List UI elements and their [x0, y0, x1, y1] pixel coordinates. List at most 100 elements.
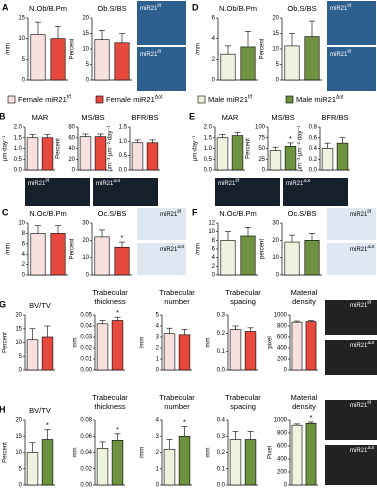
chart-title: MAR: [222, 113, 239, 122]
legend-swatch: [7, 95, 16, 104]
y-tick-label: 2: [212, 57, 216, 63]
image: [283, 178, 348, 206]
y-tick-label: 15: [15, 434, 22, 440]
image-label: miR21f/f: [140, 49, 162, 57]
y-tick-label: 2: [212, 264, 216, 270]
y-tick-label: 10: [15, 340, 22, 346]
chart-title: N.Oc/B.Pm: [219, 209, 257, 218]
y-tick-label: 1.0: [14, 146, 23, 152]
chart-title: N.Ob/B.Pm: [219, 4, 257, 13]
image-label: miR21Δot: [286, 178, 311, 186]
panel-letter: G: [0, 299, 6, 309]
y-axis-label: Percent: [3, 442, 9, 463]
image-label: miR21f/f: [218, 178, 240, 186]
bar: [284, 241, 300, 276]
chart-title: Trabecular spacing: [225, 393, 261, 411]
y-tick-label: 1: [156, 466, 160, 472]
legend-label: Male miR21f/f: [208, 95, 253, 104]
y-tick-label: 1000: [274, 313, 288, 319]
y-axis-label: /mm: [6, 243, 12, 255]
y-tick-label: 600: [277, 335, 288, 341]
y-tick-label: 2: [22, 262, 26, 268]
bar: [94, 136, 107, 171]
image-label-sup: Δot: [367, 340, 375, 345]
significance: *: [121, 233, 124, 242]
bar: [284, 146, 297, 171]
y-axis-label: /mm: [140, 337, 146, 349]
image-label-sup: Δot: [177, 244, 185, 249]
bar: [244, 439, 257, 486]
y-axis-label: mm: [73, 448, 79, 458]
y-tick-label: 0: [262, 168, 266, 174]
y-axis-label: mm: [73, 338, 79, 348]
y-tick-label: 0.4: [309, 146, 318, 152]
image: [215, 178, 280, 206]
legend-swatch: [285, 95, 294, 104]
y-tick-label: 0: [19, 483, 23, 489]
chart-title: Ob.S/BS: [287, 4, 316, 13]
y-tick-label: 0: [284, 483, 288, 489]
legend-label: Female miR21Δot: [106, 95, 163, 104]
image-label: miR21Δot: [96, 178, 121, 186]
y-tick-label: 0.6: [309, 135, 318, 141]
y-tick-label: 0: [156, 483, 160, 489]
title-line: number: [164, 297, 190, 306]
y-tick-label: 0.06: [80, 434, 92, 440]
y-tick-label: 2.0: [204, 125, 213, 131]
y-tick-label: 40: [68, 146, 75, 152]
bar: [26, 452, 39, 486]
y-tick-label: 1.5: [119, 125, 128, 131]
bar: [26, 137, 39, 171]
y-tick-label: 800: [277, 431, 288, 437]
y-tick-label: 20: [68, 157, 75, 163]
image: [325, 300, 377, 335]
legend-swatch: [197, 95, 206, 104]
legend-label: Female miR21f/f: [18, 95, 72, 104]
image-label-text: miR21: [350, 343, 368, 349]
image-label-sup: f/f: [347, 49, 352, 54]
y-tick-label: 0: [284, 368, 288, 374]
image-label-text: miR21: [28, 181, 46, 187]
y-tick-label: 15: [272, 31, 279, 37]
legend-text: Female miR21: [18, 95, 67, 104]
bar: [240, 46, 256, 81]
legend-sup: f/f: [67, 95, 72, 101]
y-tick-label: 20: [272, 238, 279, 244]
image-label-sup: f/f: [367, 400, 372, 405]
y-tick-label: 5: [19, 466, 23, 472]
legend-text: Male miR21: [208, 95, 248, 104]
title-line: thickness: [94, 297, 126, 306]
chart-title: BV/TV: [29, 406, 51, 415]
y-tick-label: 3: [156, 434, 160, 440]
y-tick-label: 0.0: [217, 368, 226, 374]
y-tick-label: 60: [68, 135, 75, 141]
y-tick-label: 0.8: [309, 125, 318, 131]
title-line: Trabecular: [159, 393, 195, 402]
chart-title: N.Ob/B.Pm: [29, 4, 67, 13]
y-tick-label: 0: [156, 368, 160, 374]
bar: [269, 150, 282, 171]
title-line: density: [292, 402, 316, 411]
panel-letter: E: [189, 111, 195, 121]
image-label-text: miR21: [218, 181, 236, 187]
significance: *: [183, 417, 186, 426]
bar: [114, 42, 130, 81]
y-tick-label: 5: [86, 62, 90, 68]
title-line: Trabecular: [225, 393, 261, 402]
image-label-sup: f/f: [235, 178, 240, 183]
y-tick-label: 10: [208, 229, 215, 235]
bar: [244, 331, 257, 371]
title-line: spacing: [230, 297, 256, 306]
y-tick-label: 4: [156, 418, 160, 424]
bar: [163, 448, 176, 486]
y-tick-label: 10: [18, 36, 25, 42]
y-tick-label: 400: [277, 457, 288, 463]
image: [325, 400, 377, 440]
chart-title: Trabecular number: [159, 288, 195, 306]
y-tick-label: 1.0: [204, 146, 213, 152]
y-tick-label: 0.3: [217, 434, 226, 440]
panel-letter: C: [2, 207, 9, 217]
chart-title: Trabecular thickness: [92, 288, 128, 306]
y-tick-label: 0.02: [80, 346, 92, 352]
